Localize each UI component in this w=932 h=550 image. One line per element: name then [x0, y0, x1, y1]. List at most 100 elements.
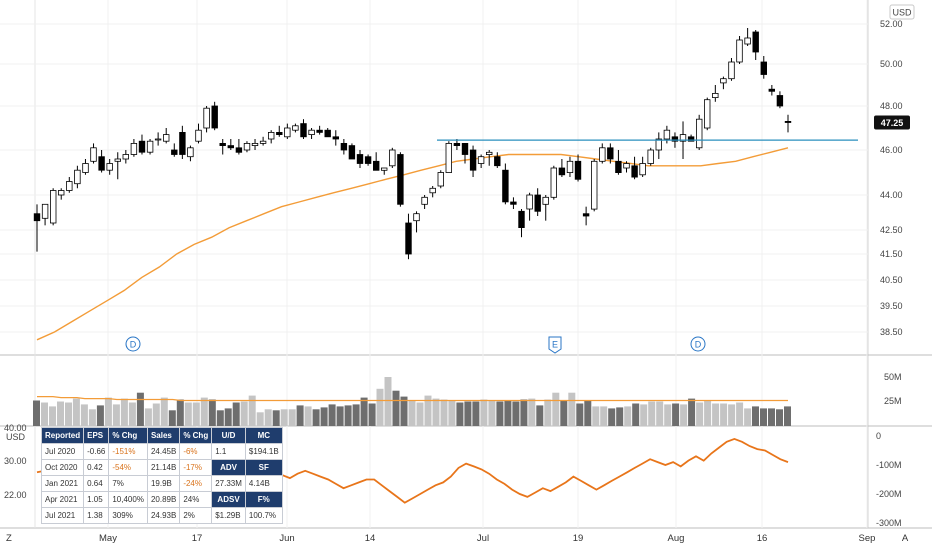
- candle: [712, 85, 719, 102]
- fund-cell: 0.64: [83, 475, 110, 492]
- volume-bar: [472, 401, 480, 426]
- candle: [171, 143, 178, 157]
- candle: [138, 134, 146, 155]
- candle: [364, 154, 372, 166]
- candle: [574, 154, 582, 182]
- volume-bar: [584, 400, 592, 426]
- candle: [308, 128, 315, 139]
- candle: [106, 159, 113, 175]
- fund-cell: Apr 2021: [40, 491, 85, 508]
- fund-cell: 309%: [108, 507, 148, 524]
- price-tick-label: 39.50: [880, 301, 903, 311]
- volume-bar: [600, 406, 608, 426]
- candle: [33, 204, 41, 252]
- volume-bar: [448, 400, 456, 426]
- fund-cell: Oct 2020: [40, 459, 85, 476]
- fund-cell: 0.42: [83, 459, 110, 476]
- price-tick-label: 50.00: [880, 59, 903, 69]
- fund-side-cell: ADV: [211, 459, 246, 476]
- volume-bar: [464, 401, 472, 426]
- volume-bar: [336, 406, 344, 426]
- volume-bar: [96, 405, 104, 426]
- volume-tick-label: 50M: [884, 372, 902, 382]
- fundamentals-table: Reported EPS% Chg Sales% Chg U/D MC Jul 2020-…: [40, 427, 283, 524]
- volume-bar: [256, 412, 264, 426]
- volume-bar: [57, 401, 64, 426]
- candle: [704, 97, 711, 131]
- fund-row: Jul 2020 -0.66 -151% 24.45B -6% 1.1 $194.1B: [40, 443, 283, 460]
- candle: [477, 154, 485, 168]
- candle: [219, 139, 226, 155]
- candle: [284, 123, 291, 139]
- volume-bar: [176, 399, 184, 426]
- volume-bar: [272, 410, 280, 426]
- volume-bar: [128, 402, 136, 426]
- volume-bar: [624, 406, 632, 426]
- volume-bar: [552, 392, 560, 426]
- earnings-event-icon[interactable]: E: [548, 336, 562, 354]
- fund-header: % Chg: [179, 427, 213, 444]
- time-tick-label: Sep: [859, 533, 876, 544]
- last-price-badge: [874, 115, 910, 130]
- candle: [550, 165, 557, 200]
- volume-tick-label: 25M: [884, 396, 902, 406]
- candle: [607, 143, 614, 164]
- volume-bar: [184, 402, 192, 426]
- dividend-event-icon[interactable]: D: [690, 336, 706, 352]
- candle: [453, 139, 461, 150]
- time-tick-label: Aug: [668, 533, 685, 544]
- volume-bar: [160, 397, 168, 426]
- time-tick-label: Jun: [279, 533, 294, 544]
- fund-cell: Jul 2021: [40, 507, 85, 524]
- candle: [235, 139, 243, 155]
- candle: [736, 36, 743, 64]
- fund-row: Oct 2020 0.42 -54% 21.14B -17% ADV SF: [40, 459, 283, 476]
- event-label: E: [552, 340, 558, 350]
- left-axis-tick: 40.00: [4, 423, 27, 433]
- fund-cell: 24.45B: [146, 443, 181, 460]
- candle: [162, 128, 170, 144]
- volume-bar: [80, 404, 88, 426]
- candle: [324, 128, 331, 138]
- auto-scale-button[interactable]: A: [902, 533, 909, 544]
- candle: [599, 143, 606, 164]
- candle: [720, 76, 727, 90]
- left-axis-tick: 30.00: [4, 456, 27, 466]
- time-tick-label: Jul: [477, 533, 489, 544]
- volume-bar: [640, 404, 648, 426]
- volume-bar: [104, 397, 112, 426]
- candle: [776, 91, 784, 109]
- price-tick-label: 48.00: [880, 101, 903, 111]
- candle: [510, 197, 517, 209]
- volume-bar: [88, 409, 96, 426]
- volume-bar: [384, 377, 392, 426]
- time-tick-label: May: [99, 533, 117, 544]
- fund-row: Jul 2021 1.38 309% 24.93B 2% $1.29B 100.7%: [40, 507, 283, 524]
- candle: [90, 143, 97, 164]
- volume-bar: [672, 403, 680, 426]
- candle: [744, 28, 751, 46]
- candle: [437, 170, 444, 189]
- candle: [259, 136, 267, 146]
- candle: [768, 85, 775, 96]
- candle: [211, 101, 218, 131]
- zoom-corner-button[interactable]: Z: [6, 533, 12, 544]
- volume-bar: [544, 399, 552, 426]
- volume-bar: [424, 395, 432, 426]
- price-tick-label: 44.00: [880, 190, 903, 200]
- volume-bar: [440, 399, 448, 426]
- volume-bar: [576, 403, 584, 426]
- candle: [469, 145, 477, 177]
- candle: [179, 125, 186, 159]
- fund-side-cell: 100.7%: [244, 507, 283, 524]
- volume-bar: [752, 406, 759, 426]
- candle: [623, 161, 630, 173]
- volume-bar: [264, 409, 272, 426]
- fund-header: Sales: [146, 427, 181, 444]
- volume-bar: [680, 404, 688, 426]
- volume-bar: [456, 402, 464, 426]
- fund-side-header: U/D: [211, 427, 246, 444]
- dividend-event-icon[interactable]: D: [125, 336, 141, 352]
- candle: [154, 132, 162, 146]
